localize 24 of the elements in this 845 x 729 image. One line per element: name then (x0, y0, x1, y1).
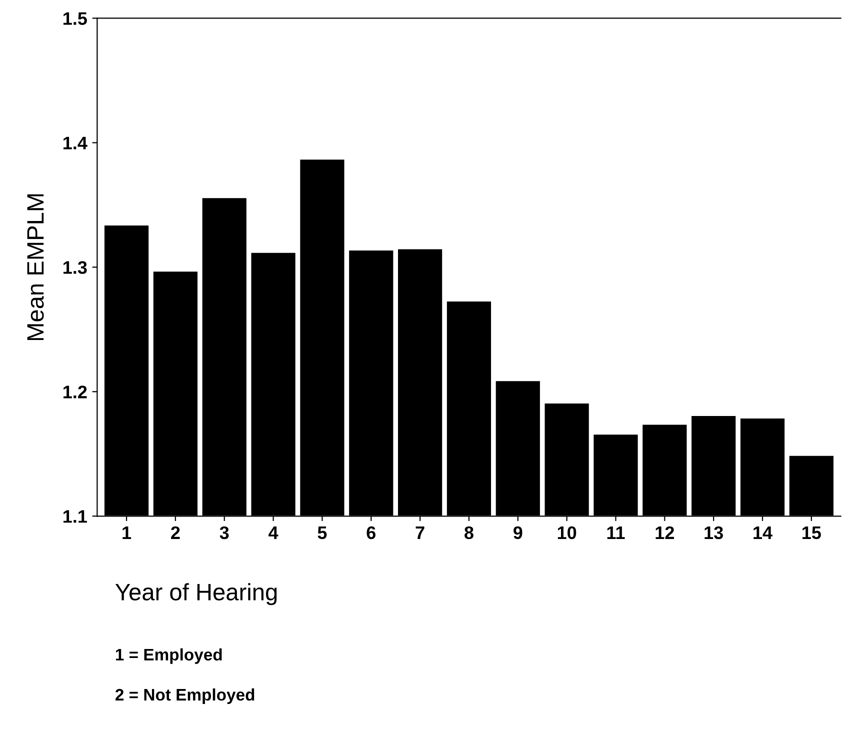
y-tick-label: 1.4 (63, 136, 88, 150)
text: 2 = Not Employed (116, 688, 254, 704)
x-tick-label: 4 (268, 526, 278, 539)
y-tick-label: 1.3 (63, 261, 87, 274)
y-axis-title: Mean EMPLM (27, 194, 44, 340)
x-tick-label: 3 (220, 526, 229, 540)
x-tick-label: 11 (607, 526, 625, 539)
y-tick-label: 1.5 (63, 12, 87, 25)
x-tick-label: 6 (366, 526, 376, 540)
x-tick-label: 5 (318, 526, 327, 540)
x-tick-label: 7 (416, 526, 424, 539)
text: 1 = Employed (116, 648, 222, 664)
x-tick-label: 12 (656, 526, 674, 539)
x-tick-label: 15 (802, 526, 821, 540)
x-axis-title: Year of Hearing (115, 583, 277, 606)
x-tick-label: 13 (704, 526, 723, 540)
x-tick-label: 8 (464, 526, 474, 540)
x-tick-label: 1 (122, 526, 132, 539)
x-tick-label: 14 (754, 526, 772, 539)
x-tick-label: 9 (514, 526, 522, 540)
y-tick-label: 1.2 (63, 386, 87, 398)
x-tick-label: 2 (171, 526, 180, 539)
x-tick-label: 10 (558, 526, 576, 540)
y-tick-label: 1.1 (63, 510, 87, 523)
